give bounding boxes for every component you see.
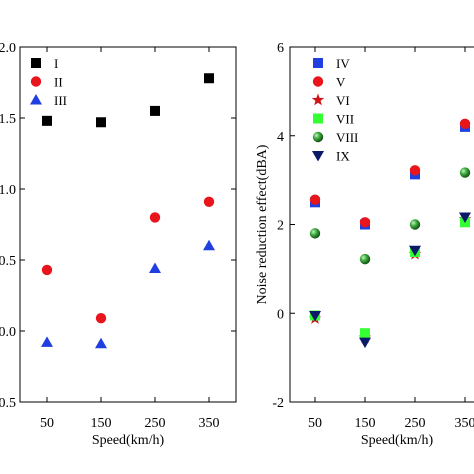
- series-III: [41, 239, 215, 349]
- data-point: [309, 194, 321, 205]
- legend-label: VIII: [336, 130, 358, 145]
- data-point: [359, 337, 371, 349]
- x-tick-label: 50: [308, 416, 322, 431]
- y-tick-label: -2: [272, 396, 284, 411]
- legend-marker: [30, 76, 42, 87]
- data-point: [95, 313, 107, 324]
- data-point: [409, 165, 421, 176]
- data-point: [150, 105, 160, 116]
- y-tick-label: 2.0: [0, 41, 16, 56]
- legend-marker: [313, 58, 323, 68]
- data-point: [459, 167, 471, 178]
- series-VI: [308, 212, 472, 343]
- y-tick-label: 1.0: [0, 183, 16, 198]
- legend-label: VII: [336, 112, 354, 127]
- data-point: [359, 253, 371, 265]
- data-point: [360, 328, 370, 339]
- data-point: [203, 239, 215, 251]
- legend: IV V VI VII VIII IX: [311, 56, 358, 164]
- data-point: [203, 196, 215, 207]
- data-point: [459, 212, 471, 223]
- legend-label: IX: [336, 149, 350, 164]
- y-tick-label: 0: [277, 307, 284, 322]
- x-tick-label: 50: [40, 416, 54, 431]
- legend-label: VI: [336, 93, 350, 108]
- y-tick-label: 6: [277, 41, 284, 56]
- x-axis-title: Speed(km/h): [361, 433, 434, 448]
- y-tick-label: -0.5: [0, 396, 16, 411]
- data-point: [149, 212, 161, 223]
- legend-marker: [31, 58, 41, 68]
- legend-marker: [30, 94, 42, 105]
- data-point: [459, 118, 471, 129]
- x-tick-label: 250: [405, 416, 426, 431]
- y-tick-label: 0.0: [0, 325, 16, 340]
- legend-marker: [313, 113, 323, 124]
- y-axis-title: Noise reduction effect(dBA): [255, 144, 270, 304]
- data-point: [41, 264, 53, 276]
- x-tick-label: 150: [355, 416, 376, 431]
- data-point: [149, 262, 161, 274]
- series-V: [309, 118, 471, 228]
- x-tick-label: 350: [455, 416, 474, 431]
- series-VII: [310, 217, 470, 339]
- data-point: [409, 245, 421, 257]
- data-point: [41, 336, 53, 347]
- y-tick-label: 4: [277, 130, 284, 145]
- legend-label: I: [54, 56, 58, 71]
- x-tick-label: 250: [145, 416, 166, 431]
- y-tick-label: 2: [277, 219, 284, 234]
- data-point: [359, 217, 371, 228]
- series-II: [41, 196, 215, 324]
- x-tick-label: 350: [199, 416, 220, 431]
- legend-label: V: [336, 75, 346, 90]
- legend-marker: [312, 131, 324, 143]
- legend-marker: [312, 151, 324, 162]
- left-chart: 2.0 1.5 1.0 0.5 0.0 -0.5 50 150 250 350 Speed(km/h…: [0, 41, 237, 448]
- data-point: [42, 115, 52, 126]
- data-point: [204, 73, 214, 84]
- data-point: [95, 337, 107, 349]
- x-axis-title: Speed(km/h): [92, 433, 165, 448]
- legend-marker: [311, 93, 325, 106]
- y-tick-label: 0.5: [0, 254, 16, 269]
- data-point: [309, 228, 321, 239]
- plot-frame: [19, 46, 237, 403]
- legend-label: IV: [336, 56, 350, 71]
- data-point: [96, 117, 106, 128]
- x-tick-label: 150: [91, 416, 112, 431]
- y-tick-label: 1.5: [0, 112, 16, 127]
- series-IX: [309, 212, 471, 349]
- series-IV: [310, 121, 470, 230]
- legend-marker: [312, 76, 324, 87]
- legend-label: II: [54, 75, 63, 90]
- data-point: [409, 219, 421, 230]
- data-point: [309, 310, 321, 322]
- legend-label: III: [54, 93, 67, 108]
- series-I: [42, 73, 214, 128]
- series-VIII: [309, 167, 471, 265]
- right-chart: 6 4 2 0 -2 50 150 250 350 Speed(km/h) Noise reduct…: [255, 41, 474, 448]
